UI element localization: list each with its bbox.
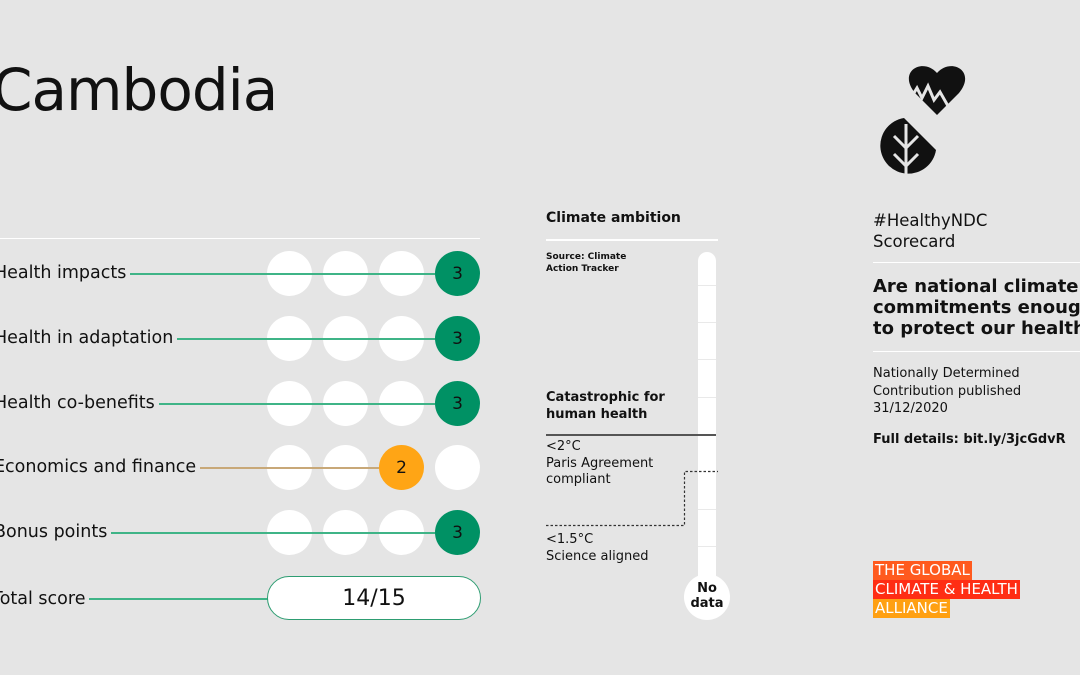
- hashtag: #HealthyNDC: [873, 211, 988, 230]
- heart-leaf-logo-icon: [880, 66, 966, 182]
- score-value: 3: [452, 328, 463, 349]
- score-value: 3: [452, 393, 463, 414]
- two-degree-label: <2°C Paris Agreement compliant: [546, 439, 654, 487]
- score-dot-filled: 3: [435, 251, 480, 296]
- two-degree-value: <2°C: [546, 439, 581, 454]
- score-row-label: Economics and finance: [0, 457, 201, 477]
- score-dot-empty: [435, 445, 480, 490]
- connector-line: [0, 532, 435, 534]
- score-row-label: Health co-benefits: [0, 393, 159, 413]
- page-title: Cambodia: [0, 56, 278, 124]
- connector-line: [0, 403, 435, 405]
- science-aligned-label: Science aligned: [546, 548, 649, 564]
- brand-logo-line: THE GLOBAL: [873, 561, 972, 580]
- score-value: 3: [452, 263, 463, 284]
- score-row-label: Bonus points: [0, 522, 112, 542]
- connector-line: [0, 598, 270, 600]
- score-dot-filled: 3: [435, 510, 480, 555]
- connector-line: [0, 338, 435, 340]
- total-score-row: Total score: [0, 576, 490, 622]
- climate-ambition-title: Climate ambition: [546, 210, 681, 226]
- connector-line: [0, 273, 435, 275]
- thermometer-bulb: No data: [684, 574, 730, 620]
- dotted-threshold-line: [546, 470, 718, 527]
- score-row: Economics and finance 2: [0, 445, 490, 491]
- score-dot-filled: 3: [435, 381, 480, 426]
- score-dot-filled: 2: [379, 445, 424, 490]
- divider: [546, 239, 718, 241]
- thermometer-tick: [698, 285, 716, 286]
- full-details-link[interactable]: Full details: bit.ly/3jcGdvR: [873, 432, 1066, 447]
- hashtag-title: #HealthyNDC Scorecard: [873, 210, 987, 252]
- divider: [873, 262, 1080, 263]
- brand-logo-line: CLIMATE & HEALTH: [873, 580, 1020, 599]
- thermometer-tick: [698, 546, 716, 547]
- total-score-box: 14/15: [267, 576, 481, 620]
- one-five-degree-label: <1.5°C Science aligned: [546, 532, 648, 565]
- score-row: Bonus points 3: [0, 510, 490, 556]
- brand-logo-line: ALLIANCE: [873, 599, 950, 618]
- score-row: Health impacts 3: [0, 251, 490, 297]
- question: Are national climate commitments enough to…: [873, 276, 1080, 339]
- thermometer-tick: [698, 397, 716, 398]
- score-value: 3: [452, 522, 463, 543]
- thermometer-tick: [698, 509, 716, 510]
- threshold-line: [546, 434, 716, 436]
- thermometer-tube: [698, 252, 716, 602]
- score-row: Health co-benefits 3: [0, 381, 490, 427]
- score-row-label: Health in adaptation: [0, 328, 178, 348]
- divider: [0, 238, 480, 239]
- one-five-degree-value: <1.5°C: [546, 532, 594, 547]
- source-note: Source: Climate Action Tracker: [546, 252, 627, 274]
- score-dot-filled: 3: [435, 316, 480, 361]
- score-row: Health in adaptation 3: [0, 316, 490, 362]
- total-score-label: Total score: [0, 589, 90, 609]
- scorecard-label: Scorecard: [873, 232, 956, 251]
- thermometer-tick: [698, 322, 716, 323]
- divider: [873, 351, 1080, 352]
- catastrophic-label: Catastrophic for human health: [546, 390, 665, 422]
- score-row-label: Health impacts: [0, 263, 131, 283]
- ndc-published-note: Nationally Determined Contribution publis…: [873, 366, 1022, 416]
- score-value: 2: [396, 457, 407, 478]
- total-score-value: 14/15: [342, 585, 406, 611]
- thermometer-tick: [698, 359, 716, 360]
